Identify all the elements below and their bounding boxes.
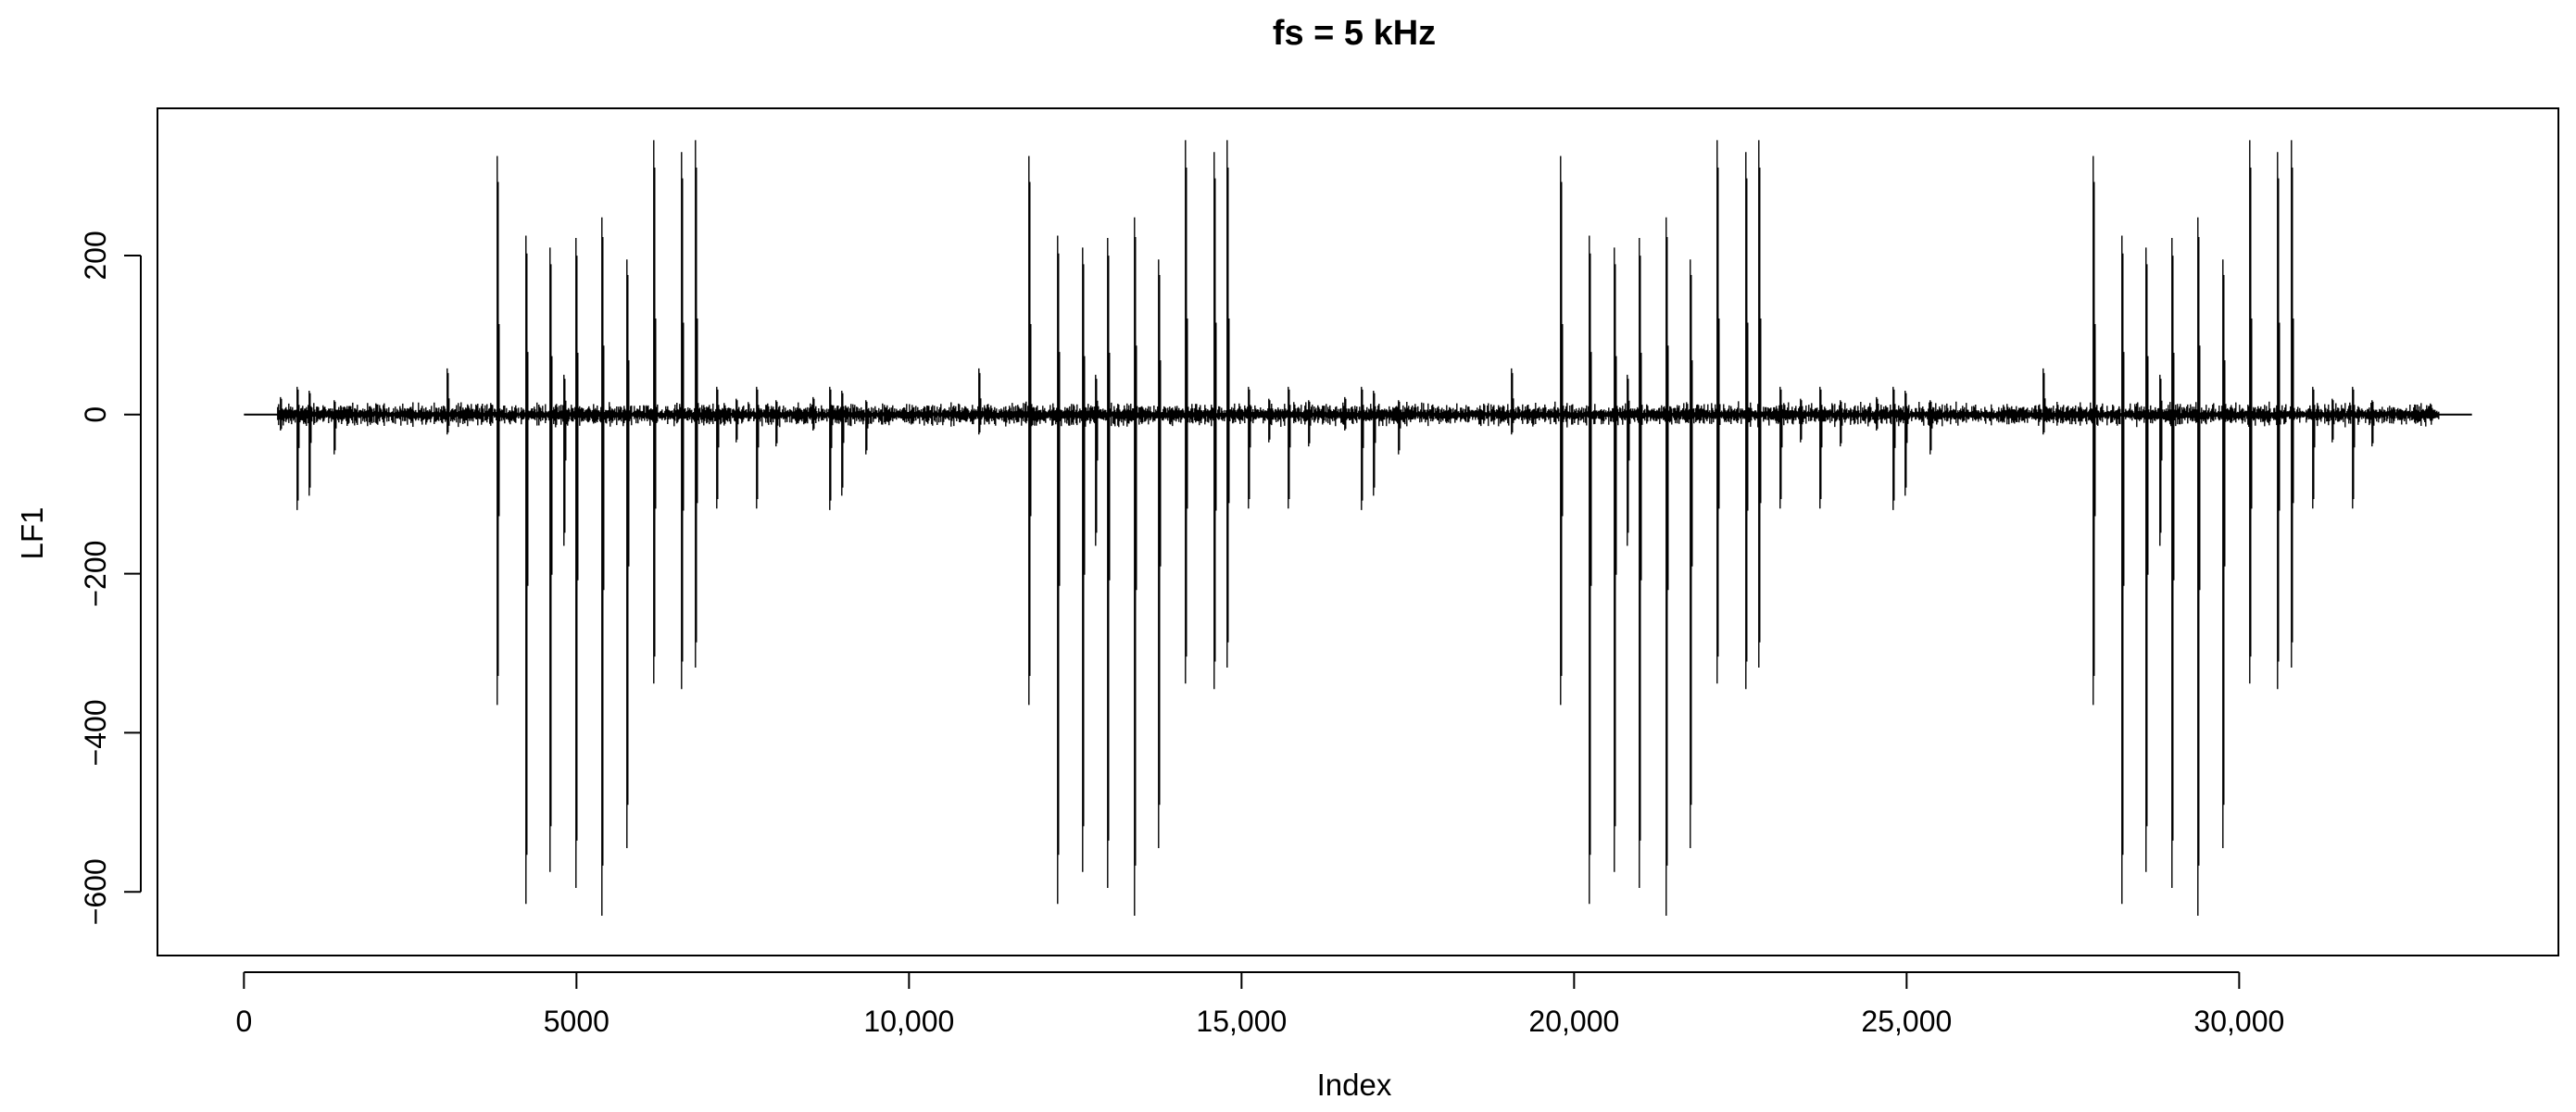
y-tick-label: 0	[79, 406, 112, 423]
plot-frame	[157, 107, 2559, 956]
y-tick-label: −400	[79, 699, 112, 766]
x-tick-label: 10,000	[863, 1005, 954, 1038]
y-tick-label: −200	[79, 541, 112, 607]
y-tick-label: −600	[79, 858, 112, 925]
y-tick-label: 200	[79, 231, 112, 280]
x-tick-label: 20,000	[1528, 1005, 1619, 1038]
x-tick-label: 25,000	[1861, 1005, 1952, 1038]
y-axis: −600 −400 −200 0 200	[79, 231, 142, 925]
series-line	[277, 140, 2440, 916]
x-tick-label: 5000	[544, 1005, 609, 1038]
x-tick-label: 0	[235, 1005, 252, 1038]
chart-title: fs = 5 kHz	[1273, 14, 1436, 53]
x-axis-title: Index	[1317, 1068, 1392, 1102]
x-tick-label: 30,000	[2193, 1005, 2284, 1038]
series-group	[244, 140, 2472, 916]
x-axis: 0 5000 10,000 15,000 20,000 25,000 30,000	[235, 971, 2284, 1038]
x-tick-label: 15,000	[1196, 1005, 1287, 1038]
y-axis-title: LF1	[15, 507, 49, 560]
